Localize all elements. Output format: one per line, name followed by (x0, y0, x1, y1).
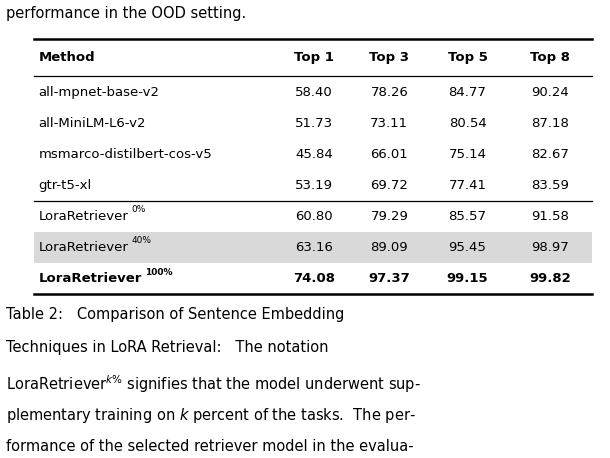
Text: Table 2:   Comparison of Sentence Embedding: Table 2: Comparison of Sentence Embeddin… (6, 307, 345, 322)
Text: 80.54: 80.54 (448, 117, 486, 130)
Text: formance of the selected retriever model in the evalua-: formance of the selected retriever model… (6, 439, 414, 454)
Text: all-mpnet-base-v2: all-mpnet-base-v2 (38, 86, 159, 98)
Text: LoraRetriever: LoraRetriever (38, 210, 128, 223)
Text: LoraRetriever$^{k\%}$ signifies that the model underwent sup-: LoraRetriever$^{k\%}$ signifies that the… (6, 373, 421, 395)
Text: 99.15: 99.15 (447, 273, 489, 285)
Text: 97.37: 97.37 (368, 273, 411, 285)
Text: 89.09: 89.09 (370, 241, 408, 254)
Text: 66.01: 66.01 (370, 148, 408, 161)
Text: Top 5: Top 5 (448, 51, 487, 64)
Text: 83.59: 83.59 (531, 179, 569, 192)
Text: Method: Method (38, 51, 95, 64)
Text: 95.45: 95.45 (448, 241, 486, 254)
Text: 91.58: 91.58 (531, 210, 569, 223)
Text: Techniques in LoRA Retrieval:   The notation: Techniques in LoRA Retrieval: The notati… (6, 340, 329, 355)
Text: 85.57: 85.57 (448, 210, 487, 223)
Text: Top 3: Top 3 (370, 51, 409, 64)
Text: 40%: 40% (131, 236, 151, 245)
Text: 99.82: 99.82 (529, 273, 571, 285)
Text: 87.18: 87.18 (531, 117, 569, 130)
Text: 90.24: 90.24 (531, 86, 569, 98)
Text: LoraRetriever: LoraRetriever (38, 241, 128, 254)
Text: plementary training on $k$ percent of the tasks.  The per-: plementary training on $k$ percent of th… (6, 406, 416, 425)
Text: 51.73: 51.73 (295, 117, 333, 130)
Text: all-MiniLM-L6-v2: all-MiniLM-L6-v2 (38, 117, 146, 130)
Text: performance in the OOD setting.: performance in the OOD setting. (6, 5, 246, 21)
Text: 53.19: 53.19 (295, 179, 333, 192)
Text: msmarco-distilbert-cos-v5: msmarco-distilbert-cos-v5 (38, 148, 212, 161)
Text: gtr-t5-xl: gtr-t5-xl (38, 179, 92, 192)
Text: 84.77: 84.77 (448, 86, 486, 98)
Text: 75.14: 75.14 (448, 148, 487, 161)
Text: 79.29: 79.29 (370, 210, 408, 223)
Text: 98.97: 98.97 (531, 241, 569, 254)
Text: 45.84: 45.84 (295, 148, 333, 161)
Text: 58.40: 58.40 (295, 86, 333, 98)
Text: 63.16: 63.16 (295, 241, 333, 254)
Text: 74.08: 74.08 (293, 273, 335, 285)
Text: 69.72: 69.72 (370, 179, 408, 192)
Text: 78.26: 78.26 (370, 86, 408, 98)
Text: 100%: 100% (145, 267, 173, 277)
Text: 77.41: 77.41 (448, 179, 487, 192)
Text: 0%: 0% (131, 205, 146, 214)
Bar (34, 232, 592, 263)
Text: 73.11: 73.11 (370, 117, 409, 130)
Text: 60.80: 60.80 (295, 210, 333, 223)
Text: LoraRetriever: LoraRetriever (38, 273, 142, 285)
Text: Top 1: Top 1 (294, 51, 334, 64)
Text: Top 8: Top 8 (530, 51, 570, 64)
Text: 82.67: 82.67 (531, 148, 569, 161)
